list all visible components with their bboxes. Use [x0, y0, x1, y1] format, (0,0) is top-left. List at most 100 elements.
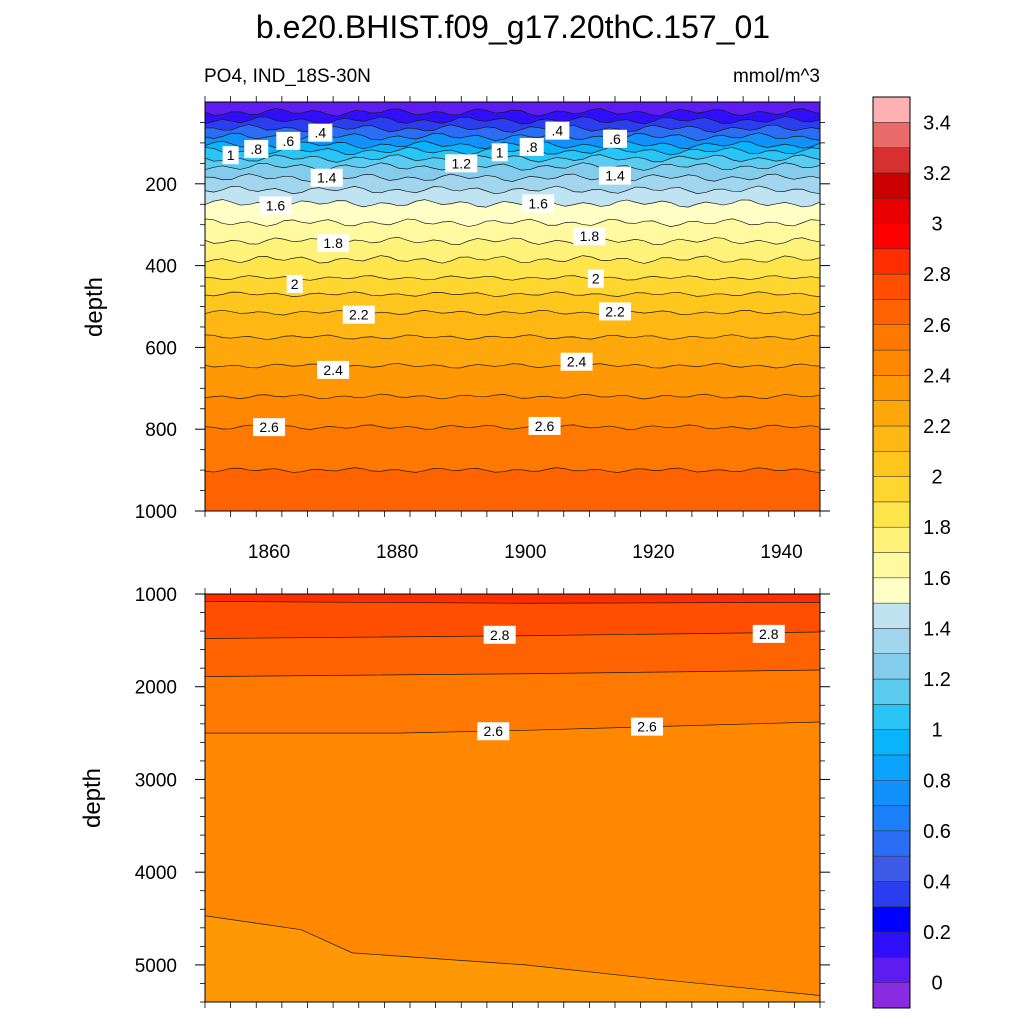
upper-contour-line — [205, 108, 820, 117]
upper-contour-line — [205, 275, 820, 281]
upper-contour-label: .4 — [314, 125, 326, 141]
lower-contour-label-box — [477, 722, 510, 741]
y-tick-label: 3000 — [135, 770, 177, 791]
colorbar-swatch — [872, 147, 911, 174]
lower-contour-labels: 2.8 2.8 2.6 2.6 — [477, 624, 785, 741]
colorbar-swatch — [872, 299, 911, 326]
lower-y-axis-label: depth — [79, 768, 106, 828]
colorbar-tick-label: 0.8 — [923, 770, 951, 792]
upper-contour-label-box — [545, 121, 570, 140]
colorbar-swatch — [872, 881, 911, 908]
colorbar-swatch — [872, 805, 911, 832]
upper-contour-label-box — [599, 302, 631, 321]
lower-contour-line — [205, 601, 820, 604]
colorbar-tick-label: 3 — [931, 214, 942, 236]
upper-contour-line — [205, 334, 820, 341]
lower-contour-label: 2.6 — [484, 723, 504, 739]
colorbar-swatch — [872, 400, 911, 427]
x-tick-label: 1900 — [504, 542, 546, 563]
lower-contour-line — [205, 721, 820, 734]
y-tick-label: 1000 — [135, 502, 177, 523]
colorbar-swatch — [872, 552, 911, 579]
upper-depth-panel: 1.8.6.41.61.41.822.22.42.6.4.6.811.21.41… — [81, 96, 830, 563]
upper-contour-fills — [205, 102, 820, 511]
upper-contour-label: .4 — [552, 123, 564, 139]
colorbar-swatch — [872, 577, 911, 604]
upper-contour-label: 2.6 — [259, 419, 279, 435]
colorbar-tick-label: 2 — [931, 467, 942, 489]
colorbar-tick-label: 3.4 — [923, 112, 951, 134]
upper-contour-label-box — [573, 227, 606, 246]
colorbar-tick-label: 1.6 — [923, 568, 951, 590]
colorbar-swatch — [872, 855, 911, 882]
upper-contour-labels: 1.8.6.41.61.41.822.22.42.6.4.6.811.21.41… — [222, 121, 631, 437]
colorbar-swatch — [872, 451, 911, 477]
colorbar-tick-label: 2.6 — [923, 315, 951, 337]
upper-contour-line — [205, 132, 820, 141]
upper-contour-label: 1.8 — [323, 235, 343, 251]
upper-contour-lines — [205, 108, 820, 473]
upper-contour-label-box — [560, 352, 593, 371]
lower-band-fill — [205, 721, 820, 1002]
colorbar-swatch — [872, 375, 911, 401]
colorbar-swatch — [872, 653, 911, 680]
upper-contour-label-box — [222, 146, 239, 165]
colorbar-swatch — [872, 906, 911, 933]
upper-contour-label: 2.2 — [605, 303, 625, 319]
colorbar-swatch — [872, 223, 911, 250]
units-label: mmol/m^3 — [733, 66, 820, 87]
y-tick-label: 4000 — [135, 863, 177, 884]
lower-contour-fills — [205, 594, 820, 1002]
upper-contour-label: .8 — [250, 141, 262, 157]
colorbar-tick-label: 0.6 — [923, 821, 951, 843]
x-tick-label: 1880 — [376, 542, 418, 563]
x-tick-label: 1860 — [248, 542, 290, 563]
upper-contour-line — [205, 218, 820, 227]
upper-contour-line — [205, 162, 820, 171]
lower-contour-line — [205, 915, 820, 996]
upper-contour-label-box — [519, 137, 544, 156]
upper-contour-line — [205, 116, 820, 125]
upper-contour-line — [205, 173, 820, 182]
chart-title: b.e20.BHIST.f09_g17.20thC.157_01 — [256, 9, 770, 45]
upper-contour-label-box — [259, 196, 292, 215]
upper-y-axis-label: depth — [81, 277, 108, 337]
colorbar-tick-label: 0.4 — [923, 871, 951, 893]
colorbar-swatch — [872, 982, 911, 1009]
colorbar-tick-label: 2.4 — [923, 365, 951, 387]
x-tick-label: 1920 — [632, 542, 674, 563]
colorbar-swatch — [872, 476, 911, 503]
upper-contour-label-box — [599, 166, 631, 185]
colorbar-swatch — [872, 754, 911, 781]
y-tick-label: 600 — [145, 338, 177, 359]
upper-contour-line — [205, 154, 820, 163]
upper-contour-label-box — [310, 168, 343, 187]
upper-contour-line — [205, 467, 820, 473]
upper-contour-label-box — [522, 194, 555, 213]
upper-contour-label: 1.6 — [266, 197, 286, 213]
colorbar-tick-label: 1.8 — [923, 517, 951, 539]
upper-contour-label: 2 — [592, 271, 600, 287]
upper-contour-label-box — [445, 154, 478, 173]
upper-axes: 200 400 600 800 1000 1860 1880 1900 1920 1940 — [135, 96, 830, 563]
upper-contour-label-box — [276, 131, 301, 150]
upper-contour-label-box — [342, 305, 375, 324]
colorbar-swatch — [872, 704, 911, 730]
colorbar-swatch — [872, 678, 911, 705]
x-tick-label: 1940 — [760, 542, 802, 563]
upper-contour-line — [205, 185, 820, 195]
lower-contour-label-box — [631, 717, 664, 736]
lower-contour-line — [205, 669, 820, 677]
upper-contour-label: 2.4 — [323, 362, 343, 378]
colorbar-swatch — [872, 425, 911, 452]
upper-contour-label-box — [244, 140, 269, 159]
lower-depth-panel: 2.8 2.8 2.6 2.6 1000 2000 3000 4000 5000 depth — [79, 585, 830, 1008]
variable-label: PO4, IND_18S-30N — [204, 66, 371, 87]
upper-contour-label: 2 — [291, 276, 299, 292]
colorbar-swatch — [872, 248, 911, 275]
upper-contour-label: 1.8 — [580, 228, 600, 244]
upper-contour-line — [205, 199, 820, 208]
colorbar-swatch — [872, 349, 911, 376]
y-tick-label: 2000 — [135, 678, 177, 699]
